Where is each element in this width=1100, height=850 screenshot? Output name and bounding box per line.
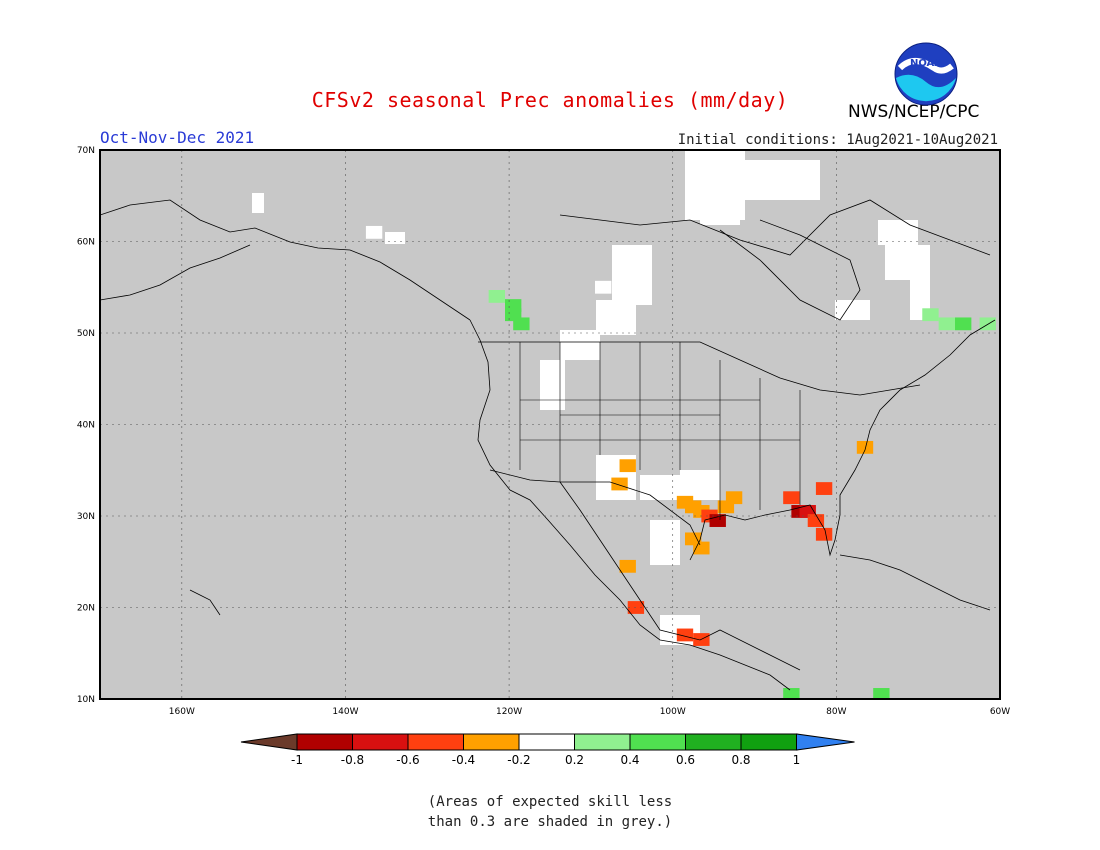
footnote-line-1: (Areas of expected skill less (427, 794, 673, 810)
canada-us-border (478, 341, 921, 396)
colorbar-swatch (685, 733, 742, 751)
season-label: Oct-Nov-Dec 2021 (100, 128, 255, 147)
anomaly-cell (815, 527, 833, 541)
colorbar-swatch (296, 733, 354, 751)
colorbar-tick-label: 1 (793, 753, 801, 767)
map-frame (99, 149, 1001, 700)
skill-footnote: (Areas of expected skill less than 0.3 a… (0, 792, 1100, 832)
footnote-line-2: than 0.3 are shaded in grey.) (427, 814, 673, 830)
anomaly-cell (709, 514, 726, 527)
anomaly-cell (922, 308, 939, 322)
colorbar-swatch (407, 733, 465, 751)
colorbar-min-arrow (240, 733, 298, 751)
anomaly-cell (619, 559, 636, 573)
anomaly-cell (725, 491, 743, 505)
lat-label: 40N (77, 421, 95, 431)
colorbar-swatch (629, 733, 687, 751)
alaska-coast (100, 199, 471, 321)
colorbar-swatch (352, 733, 409, 751)
colorbar: -1 -0.8 -0.6 -0.4 -0.2 0.2 0.4 0.6 0.8 1 (240, 733, 855, 767)
anomaly-cell (783, 688, 800, 699)
lat-label: 10N (77, 695, 95, 705)
colorbar-swatch (463, 733, 520, 751)
graticule (100, 150, 1000, 699)
noaa-logo-text: NOAA (910, 58, 942, 69)
noaa-logo: NOAA (894, 42, 958, 106)
colorbar-tick-label: -0.8 (341, 753, 364, 767)
lat-label: 50N (77, 329, 95, 339)
aleutian-coast (100, 244, 251, 301)
coastlines-and-borders (100, 199, 996, 691)
colorbar-tick-label: 0.2 (565, 753, 584, 767)
colorbar-max-arrow (796, 733, 855, 751)
lon-label: 140W (332, 707, 358, 717)
lon-label: 80W (826, 707, 846, 717)
colorbar-tick-label: -0.2 (507, 753, 530, 767)
lon-label: 100W (660, 707, 686, 717)
colorbar-swatch (518, 733, 576, 751)
colorbar-tick-label: -1 (291, 753, 303, 767)
state-lines (519, 342, 801, 520)
lon-label: 160W (169, 707, 195, 717)
initial-conditions-label: Initial conditions: 1Aug2021-10Aug2021 (677, 132, 998, 148)
colorbar-tick-label: 0.8 (731, 753, 750, 767)
anomaly-cell (595, 280, 612, 294)
lat-label: 60N (77, 238, 95, 248)
latitude-labels: 70N 60N 50N 40N 30N 20N 10N (77, 146, 95, 705)
anomaly-cell (856, 440, 874, 454)
map-title: CFSv2 seasonal Prec anomalies (mm/day) (311, 88, 789, 112)
us-mexico-border (489, 469, 701, 546)
mexico-outline (559, 481, 801, 671)
anomaly-cell (685, 532, 702, 546)
agency-label: NWS/NCEP/CPC (848, 102, 980, 122)
colorbar-swatch (740, 733, 798, 751)
anomaly-cell (488, 289, 505, 303)
arctic-coast (559, 199, 991, 256)
anomaly-cell (938, 317, 955, 331)
anomaly-cell (783, 491, 800, 505)
anomaly-cell (619, 459, 636, 473)
anomaly-cell (807, 514, 825, 527)
anomaly-cell (603, 308, 620, 322)
west-coast (469, 319, 791, 691)
gulf-coast (689, 319, 996, 561)
lat-label: 20N (77, 604, 95, 614)
caribbean-islands (839, 554, 991, 611)
lat-label: 70N (77, 146, 95, 156)
lon-label: 60W (990, 707, 1010, 717)
longitude-labels: 160W 140W 120W 100W 80W 60W (169, 707, 1010, 717)
anomaly-cells (365, 225, 996, 699)
anomaly-cell (873, 688, 890, 699)
anomaly-cell (365, 225, 383, 239)
anomaly-cell (611, 477, 628, 491)
anomaly-cell (513, 317, 530, 331)
anomaly-cell (676, 628, 694, 642)
anomaly-cell (955, 317, 972, 331)
colorbar-tick-label: -0.6 (396, 753, 419, 767)
hudson-bay (719, 219, 861, 321)
anomaly-cell (815, 482, 833, 495)
colorbar-tick-label: 0.6 (676, 753, 695, 767)
colorbar-tick-label: -0.4 (452, 753, 475, 767)
colorbar-swatch (574, 733, 631, 751)
colorbar-tick-label: 0.4 (620, 753, 639, 767)
anomaly-cell (979, 317, 996, 331)
lon-label: 120W (496, 707, 522, 717)
lat-label: 30N (77, 512, 95, 522)
